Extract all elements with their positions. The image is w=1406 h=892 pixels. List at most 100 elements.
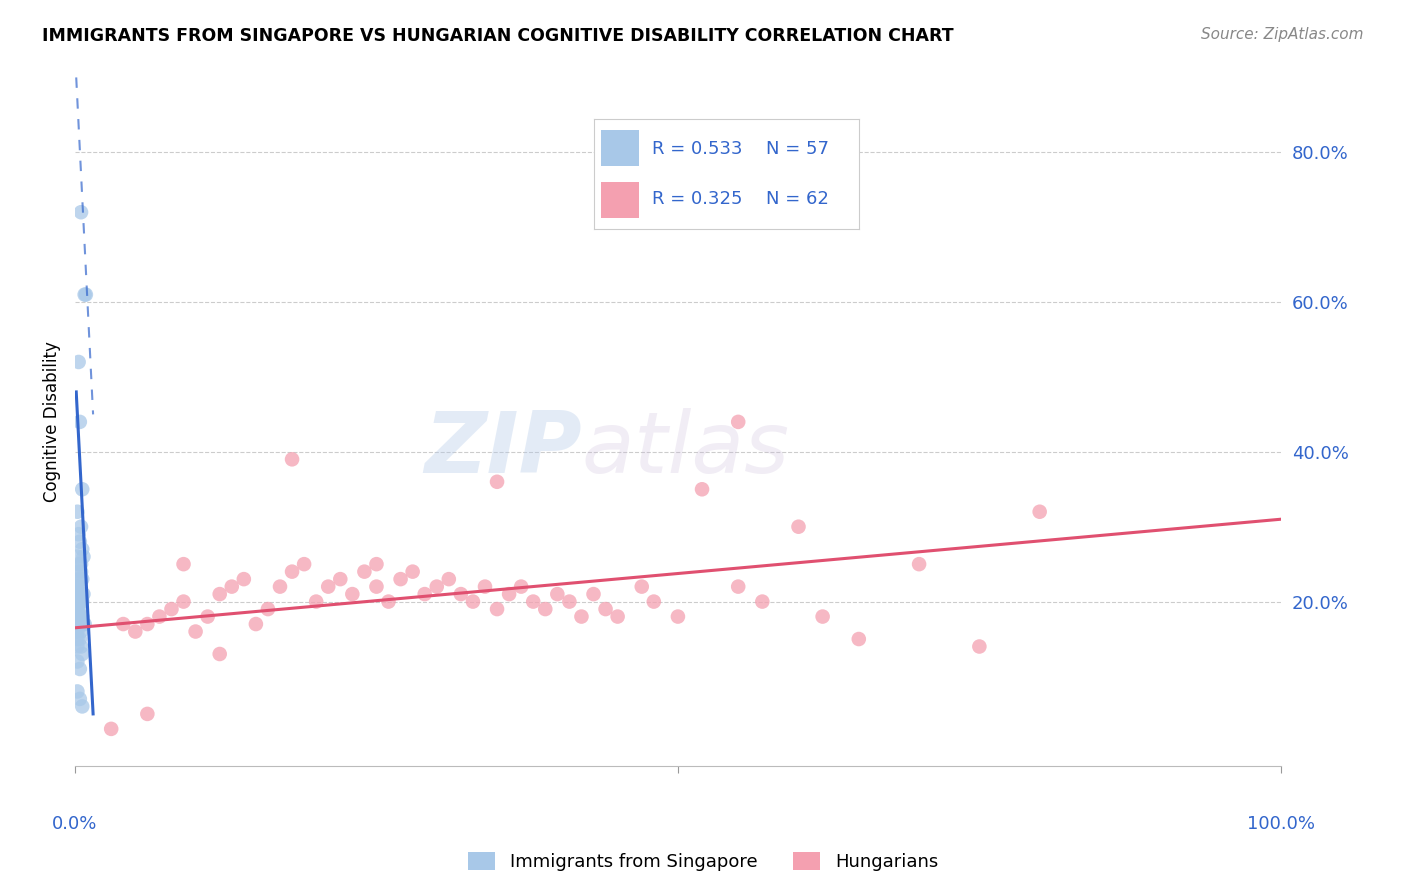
Point bbox=[486, 602, 509, 616]
Point bbox=[136, 706, 159, 721]
Point bbox=[558, 594, 581, 608]
Point bbox=[401, 565, 423, 579]
Point bbox=[450, 587, 472, 601]
Point bbox=[389, 572, 412, 586]
Point bbox=[160, 602, 183, 616]
Point bbox=[595, 602, 617, 616]
Point bbox=[70, 557, 93, 571]
Point bbox=[184, 624, 207, 639]
Point bbox=[606, 609, 628, 624]
Point bbox=[969, 640, 991, 654]
Point bbox=[69, 415, 91, 429]
Point bbox=[173, 594, 195, 608]
Point bbox=[70, 640, 93, 654]
Point bbox=[66, 632, 89, 646]
Point bbox=[461, 594, 484, 608]
Point bbox=[66, 624, 89, 639]
Point bbox=[582, 587, 605, 601]
Point bbox=[66, 609, 89, 624]
Point bbox=[72, 617, 94, 632]
Point bbox=[69, 617, 91, 632]
Point bbox=[69, 602, 91, 616]
Point bbox=[66, 655, 89, 669]
Point bbox=[70, 572, 93, 586]
Point bbox=[522, 594, 544, 608]
Point bbox=[66, 505, 89, 519]
Point bbox=[197, 609, 219, 624]
Point bbox=[124, 624, 146, 639]
Point bbox=[208, 587, 231, 601]
Point bbox=[100, 722, 122, 736]
Point bbox=[413, 587, 436, 601]
Point bbox=[67, 557, 90, 571]
Text: ZIP: ZIP bbox=[423, 408, 582, 491]
Point bbox=[69, 692, 91, 706]
Point bbox=[269, 580, 291, 594]
Point bbox=[73, 287, 96, 301]
Point bbox=[366, 580, 388, 594]
Point bbox=[727, 580, 749, 594]
Point bbox=[848, 632, 870, 646]
Point bbox=[70, 483, 93, 497]
Point bbox=[65, 624, 87, 639]
Point bbox=[69, 594, 91, 608]
Point bbox=[73, 617, 96, 632]
Point bbox=[70, 699, 93, 714]
Point bbox=[474, 580, 496, 594]
Point bbox=[66, 549, 89, 564]
Point bbox=[66, 602, 89, 616]
Point bbox=[353, 565, 375, 579]
Text: atlas: atlas bbox=[582, 408, 789, 491]
Point bbox=[546, 587, 568, 601]
Point bbox=[67, 355, 90, 369]
Point bbox=[232, 572, 254, 586]
Point bbox=[486, 475, 509, 489]
Point bbox=[66, 565, 89, 579]
Point bbox=[69, 662, 91, 676]
Point bbox=[727, 415, 749, 429]
Point bbox=[66, 617, 89, 632]
Point bbox=[69, 580, 91, 594]
Point bbox=[148, 609, 170, 624]
Text: 100.0%: 100.0% bbox=[1247, 814, 1315, 832]
Point bbox=[72, 587, 94, 601]
Point bbox=[66, 580, 89, 594]
Y-axis label: Cognitive Disability: Cognitive Disability bbox=[44, 342, 60, 502]
Point bbox=[281, 565, 304, 579]
Point bbox=[510, 580, 533, 594]
Point bbox=[70, 205, 93, 219]
Point bbox=[534, 602, 557, 616]
Point bbox=[66, 640, 89, 654]
Text: 0.0%: 0.0% bbox=[52, 814, 97, 832]
Text: IMMIGRANTS FROM SINGAPORE VS HUNGARIAN COGNITIVE DISABILITY CORRELATION CHART: IMMIGRANTS FROM SINGAPORE VS HUNGARIAN C… bbox=[42, 27, 953, 45]
Point bbox=[69, 632, 91, 646]
Point bbox=[366, 557, 388, 571]
Point bbox=[67, 572, 90, 586]
Point bbox=[70, 594, 93, 608]
Point bbox=[65, 609, 87, 624]
Point bbox=[811, 609, 834, 624]
Point bbox=[498, 587, 520, 601]
Point bbox=[221, 580, 243, 594]
Point bbox=[70, 594, 93, 608]
Point bbox=[70, 565, 93, 579]
Point bbox=[66, 617, 89, 632]
Point bbox=[70, 609, 93, 624]
Point bbox=[173, 557, 195, 571]
Point bbox=[316, 580, 339, 594]
Point bbox=[70, 624, 93, 639]
Point bbox=[292, 557, 315, 571]
Point bbox=[69, 534, 91, 549]
Point bbox=[208, 647, 231, 661]
Point bbox=[66, 587, 89, 601]
Point bbox=[67, 609, 90, 624]
Point bbox=[72, 549, 94, 564]
Point bbox=[342, 587, 364, 601]
Point bbox=[66, 684, 89, 698]
Point bbox=[245, 617, 267, 632]
Point bbox=[65, 580, 87, 594]
Point bbox=[437, 572, 460, 586]
Point bbox=[305, 594, 328, 608]
Point bbox=[70, 542, 93, 557]
Point bbox=[70, 587, 93, 601]
